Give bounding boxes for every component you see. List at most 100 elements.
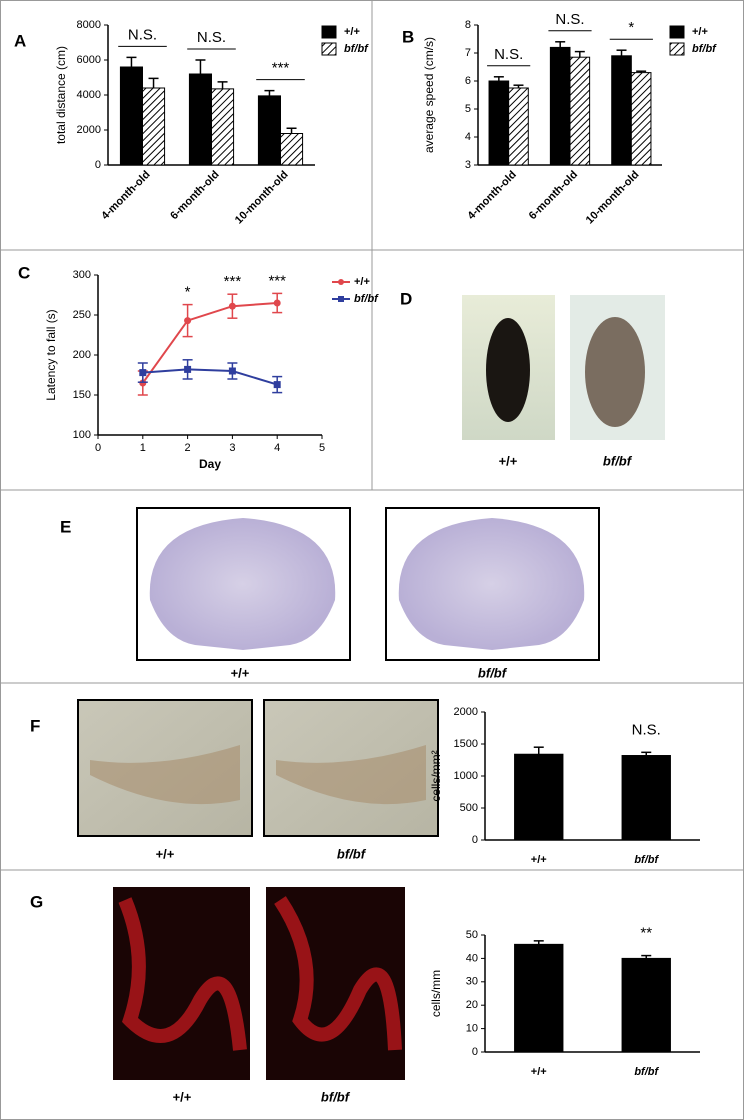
x-tick-label: +/+ — [531, 854, 547, 866]
bar — [621, 755, 671, 841]
error-bar — [574, 50, 585, 58]
bar — [508, 87, 529, 166]
error-bar — [148, 77, 159, 88]
y-tick-label: 40 — [466, 952, 478, 964]
photo-stain — [274, 896, 402, 1051]
panel-letter: C — [18, 263, 30, 282]
x-tick-label: +/+ — [531, 1066, 547, 1078]
x-tick-label: 4 — [274, 442, 280, 454]
y-tick-label: 50 — [466, 929, 478, 941]
point — [139, 379, 147, 387]
error-bar — [493, 76, 504, 81]
point — [184, 317, 192, 325]
y-tick-label: 5 — [465, 103, 471, 115]
bar — [621, 957, 671, 1053]
point — [184, 365, 192, 373]
y-tick-label: 7 — [465, 47, 471, 59]
legend-label: bf/bf — [692, 43, 717, 55]
bar — [514, 753, 564, 841]
line — [142, 368, 278, 386]
error-bar — [555, 41, 566, 48]
annotation: N.S. — [632, 721, 661, 738]
y-tick-label: 250 — [73, 309, 91, 321]
y-axis-label: cells/mm² — [429, 750, 443, 801]
legend-label: +/+ — [354, 276, 370, 288]
y-tick-label: 500 — [460, 802, 478, 814]
error-bar — [286, 127, 297, 134]
bar — [611, 55, 632, 166]
y-tick-label: 100 — [73, 429, 91, 441]
y-tick-label: 6000 — [77, 54, 101, 66]
error-bar — [217, 81, 228, 89]
bar — [142, 87, 166, 166]
error-bar — [195, 59, 206, 74]
bar — [569, 56, 591, 166]
legend-swatch — [321, 42, 337, 56]
photo-label: bf/bf — [337, 846, 367, 861]
annotation: *** — [224, 273, 242, 290]
y-tick-label: 300 — [73, 269, 91, 281]
y-axis-label: total distance (cm) — [54, 46, 68, 144]
annotation: N.S. — [197, 29, 226, 46]
x-tick-label: 4-month-old — [99, 169, 152, 222]
panel-letter: G — [30, 892, 43, 911]
point — [139, 369, 147, 377]
annotation: N.S. — [555, 11, 584, 28]
y-tick-label: 2000 — [454, 706, 478, 718]
y-tick-label: 20 — [466, 999, 478, 1011]
x-tick-label: 10-month-old — [584, 169, 642, 227]
panel-letter: B — [402, 27, 414, 46]
y-tick-label: 3 — [465, 159, 471, 171]
bar — [514, 943, 564, 1053]
error-bar — [513, 84, 524, 88]
panel-letter: E — [60, 517, 71, 536]
x-tick-label: 0 — [95, 442, 101, 454]
photo-mouse — [585, 317, 645, 427]
photo-stain — [90, 745, 240, 805]
line — [141, 302, 278, 384]
annotation: *** — [268, 272, 286, 289]
y-tick-label: 10 — [466, 1023, 478, 1035]
x-axis-label: Day — [199, 457, 221, 471]
panel-letter: A — [14, 31, 26, 50]
y-tick-label: 1000 — [454, 770, 478, 782]
error-bar — [533, 940, 544, 945]
y-tick-label: 8000 — [77, 19, 101, 31]
photo-label: +/+ — [231, 665, 250, 680]
point — [228, 302, 236, 310]
y-axis-label: average speed (cm/s) — [422, 37, 436, 153]
annotation: N.S. — [494, 46, 523, 63]
annotation: N.S. — [128, 26, 157, 43]
y-tick-label: 30 — [466, 976, 478, 988]
point — [273, 381, 281, 389]
legend-label: +/+ — [344, 26, 360, 38]
photo-label: +/+ — [173, 1089, 192, 1104]
error-bar — [616, 49, 627, 56]
error-bar — [641, 954, 652, 959]
y-tick-label: 200 — [73, 349, 91, 361]
x-tick-label: 3 — [229, 442, 235, 454]
photo-label: +/+ — [156, 846, 175, 861]
x-tick-label: 4-month-old — [465, 169, 518, 222]
bar — [188, 73, 212, 166]
bar — [549, 46, 571, 166]
x-tick-label: 10-month-old — [233, 169, 291, 227]
point — [228, 367, 236, 375]
legend-swatch — [669, 25, 685, 39]
y-tick-label: 0 — [472, 834, 478, 846]
point — [273, 299, 281, 307]
panel-letter: D — [400, 289, 412, 308]
annotation: * — [628, 19, 634, 36]
x-tick-label: 5 — [319, 442, 325, 454]
photo-stain — [276, 745, 426, 805]
error-bar — [126, 56, 137, 67]
y-tick-label: 4 — [465, 131, 471, 143]
x-tick-label: 2 — [185, 442, 191, 454]
legend-label: bf/bf — [354, 293, 379, 305]
photo-stain — [118, 897, 247, 1051]
annotation: *** — [272, 60, 290, 77]
photo-mouse — [486, 318, 530, 422]
bar — [280, 133, 304, 166]
annotation: ** — [640, 925, 652, 942]
legend-marker — [338, 296, 344, 302]
